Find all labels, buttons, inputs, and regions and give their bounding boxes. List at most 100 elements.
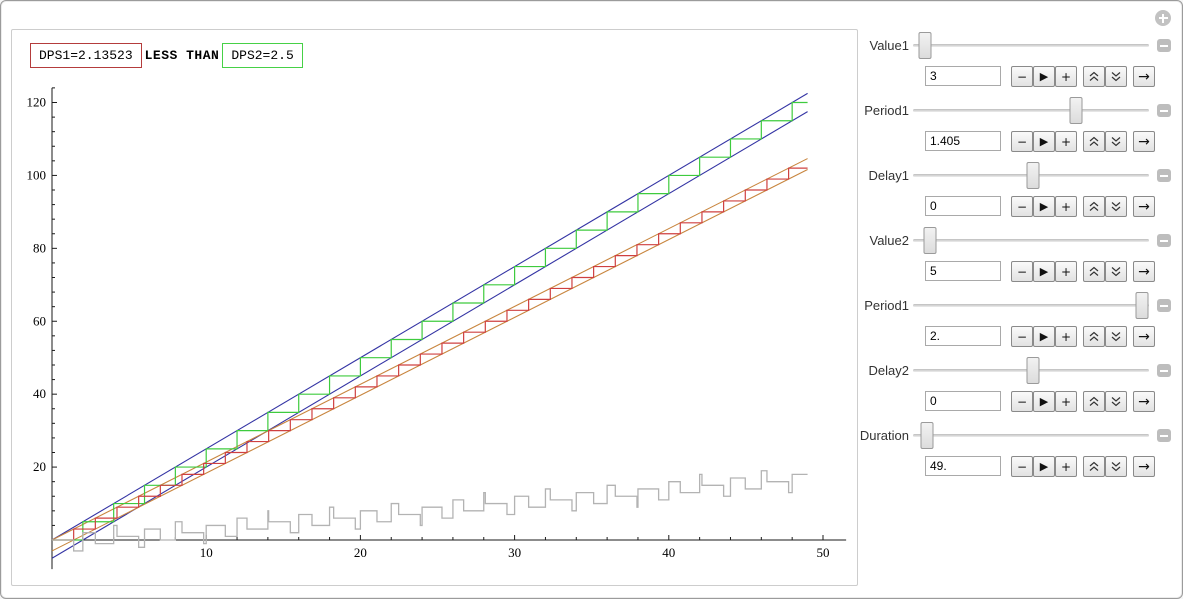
slider-track[interactable] <box>913 29 1149 62</box>
slider-track[interactable] <box>913 159 1149 192</box>
increment-button[interactable]: + <box>1055 66 1077 87</box>
decrement-button[interactable]: − <box>1011 326 1033 347</box>
minus-icon: − <box>1016 394 1028 409</box>
speed-down-button[interactable] <box>1105 196 1127 217</box>
decrement-button[interactable]: − <box>1011 261 1033 282</box>
speed-up-button[interactable] <box>1083 326 1105 347</box>
speed-down-button[interactable] <box>1105 391 1127 412</box>
add-control-icon[interactable] <box>1155 10 1171 26</box>
svg-text:120: 120 <box>27 95 47 110</box>
slider-thumb[interactable] <box>918 32 932 59</box>
decrement-button[interactable]: − <box>1011 456 1033 477</box>
slider-thumb[interactable] <box>923 227 937 254</box>
increment-button[interactable]: + <box>1055 391 1077 412</box>
value-input[interactable] <box>925 326 1001 346</box>
slider-track[interactable] <box>913 94 1149 127</box>
speed-up-button[interactable] <box>1083 391 1105 412</box>
collapse-icon[interactable] <box>1157 429 1171 442</box>
play-button[interactable]: ▶ <box>1033 131 1055 152</box>
plus-icon: + <box>1060 329 1072 344</box>
value-input[interactable] <box>925 261 1001 281</box>
plus-icon: + <box>1060 69 1072 84</box>
step-forward-button[interactable]: → <box>1133 261 1155 282</box>
double-chevron-down-icon <box>1111 137 1121 147</box>
value-input[interactable] <box>925 66 1001 86</box>
step-forward-button[interactable]: → <box>1133 391 1155 412</box>
increment-button[interactable]: + <box>1055 456 1077 477</box>
dps1-label: DPS1=2.13523 <box>30 43 142 68</box>
value-input[interactable] <box>925 391 1001 411</box>
minus-icon: − <box>1016 69 1028 84</box>
slider-track[interactable] <box>913 354 1149 387</box>
slider-thumb[interactable] <box>1026 357 1040 384</box>
play-button[interactable]: ▶ <box>1033 326 1055 347</box>
collapse-icon[interactable] <box>1157 104 1171 117</box>
play-icon: ▶ <box>1039 135 1049 148</box>
increment-button[interactable]: + <box>1055 131 1077 152</box>
double-chevron-up-icon <box>1089 396 1099 406</box>
minus-icon: − <box>1016 329 1028 344</box>
arrow-right-icon: → <box>1138 328 1150 345</box>
slider-track[interactable] <box>913 419 1149 452</box>
arrow-right-icon: → <box>1138 198 1150 215</box>
speed-down-button[interactable] <box>1105 326 1127 347</box>
speed-up-button[interactable] <box>1083 66 1105 87</box>
play-icon: ▶ <box>1039 395 1049 408</box>
increment-button[interactable]: + <box>1055 261 1077 282</box>
value-input[interactable] <box>925 456 1001 476</box>
slider-track[interactable] <box>913 289 1149 322</box>
step-forward-button[interactable]: → <box>1133 326 1155 347</box>
speed-down-button[interactable] <box>1105 131 1127 152</box>
double-chevron-up-icon <box>1089 461 1099 471</box>
slider-thumb[interactable] <box>1069 97 1083 124</box>
slider-label: Period1 <box>864 298 909 313</box>
value-input[interactable] <box>925 131 1001 151</box>
collapse-icon[interactable] <box>1157 299 1171 312</box>
slider-thumb[interactable] <box>1026 162 1040 189</box>
decrement-button[interactable]: − <box>1011 131 1033 152</box>
speed-down-button[interactable] <box>1105 261 1127 282</box>
arrow-right-icon: → <box>1138 458 1150 475</box>
collapse-icon[interactable] <box>1157 364 1171 377</box>
speed-up-button[interactable] <box>1083 261 1105 282</box>
collapse-icon[interactable] <box>1157 169 1171 182</box>
play-icon: ▶ <box>1039 330 1049 343</box>
double-chevron-down-icon <box>1111 462 1121 472</box>
double-chevron-up-icon <box>1089 201 1099 211</box>
slider-thumb[interactable] <box>1135 292 1149 319</box>
play-button[interactable]: ▶ <box>1033 196 1055 217</box>
collapse-icon[interactable] <box>1157 39 1171 52</box>
decrement-button[interactable]: − <box>1011 66 1033 87</box>
double-chevron-down-icon <box>1111 202 1121 212</box>
collapse-icon[interactable] <box>1157 234 1171 247</box>
increment-button[interactable]: + <box>1055 196 1077 217</box>
double-chevron-down-icon <box>1111 332 1121 342</box>
play-button[interactable]: ▶ <box>1033 66 1055 87</box>
svg-text:10: 10 <box>200 545 213 560</box>
plot-canvas: 10 20 30 40 50 20 40 60 80 100 120 <box>27 87 847 570</box>
arrow-right-icon: → <box>1138 263 1150 280</box>
value-input[interactable] <box>925 196 1001 216</box>
step-forward-button[interactable]: → <box>1133 131 1155 152</box>
increment-button[interactable]: + <box>1055 326 1077 347</box>
play-button[interactable]: ▶ <box>1033 456 1055 477</box>
speed-down-button[interactable] <box>1105 456 1127 477</box>
slider-thumb[interactable] <box>920 422 934 449</box>
step-forward-button[interactable]: → <box>1133 456 1155 477</box>
speed-up-button[interactable] <box>1083 196 1105 217</box>
step-forward-button[interactable]: → <box>1133 196 1155 217</box>
speed-down-button[interactable] <box>1105 66 1127 87</box>
decrement-button[interactable]: − <box>1011 391 1033 412</box>
slider-track[interactable] <box>913 224 1149 257</box>
speed-up-button[interactable] <box>1083 131 1105 152</box>
svg-text:80: 80 <box>33 240 46 255</box>
arrow-right-icon: → <box>1138 393 1150 410</box>
play-button[interactable]: ▶ <box>1033 391 1055 412</box>
control-group: Delay1 − ▶ + → <box>849 159 1179 223</box>
play-button[interactable]: ▶ <box>1033 261 1055 282</box>
arrow-right-icon: → <box>1138 68 1150 85</box>
step-forward-button[interactable]: → <box>1133 66 1155 87</box>
decrement-button[interactable]: − <box>1011 196 1033 217</box>
speed-up-button[interactable] <box>1083 456 1105 477</box>
